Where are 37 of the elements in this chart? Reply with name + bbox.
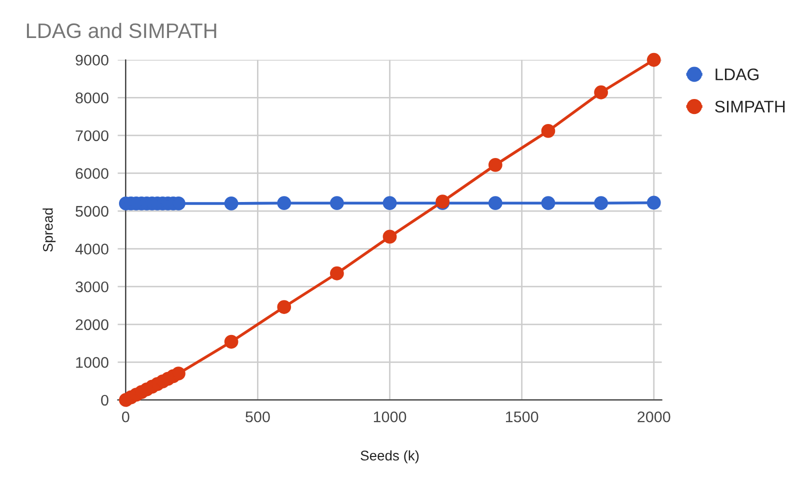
legend-label: LDAG	[716, 68, 758, 80]
point	[488, 158, 502, 172]
point	[382, 230, 397, 244]
x-tick-label: 0	[122, 411, 130, 422]
point	[594, 196, 608, 210]
point	[541, 196, 556, 210]
point	[541, 124, 556, 138]
legend-label: SIMPATH	[715, 100, 785, 113]
point	[646, 196, 661, 210]
y-axis-title: Spread	[42, 208, 56, 252]
y-tick-label: 8000	[76, 92, 108, 104]
y-tick-label: 3000	[76, 281, 108, 292]
point	[594, 85, 608, 100]
x-tick-label: 1500	[506, 411, 538, 422]
point	[330, 196, 344, 210]
y-tick-label: 9000	[76, 54, 108, 66]
point	[277, 300, 292, 314]
y-tick-label: 0	[101, 394, 108, 406]
chart-title: LDAG and SIMPATH	[26, 22, 216, 38]
point	[224, 196, 238, 210]
y-tick-label: 5000	[76, 206, 108, 217]
y-tick-label: 4000	[75, 244, 108, 254]
point	[277, 196, 292, 210]
y-tick-label: 7000	[76, 130, 108, 142]
x-tick-label: 1000	[374, 411, 406, 422]
point	[382, 196, 397, 210]
point	[488, 196, 502, 210]
x-axis-title: Seeds (k)	[360, 450, 419, 464]
y-tick-label: 2000	[76, 319, 108, 330]
point	[224, 334, 238, 349]
point	[172, 366, 186, 380]
point	[646, 52, 661, 67]
y-tick-label: 1000	[76, 357, 108, 368]
point	[330, 266, 344, 280]
y-tick-label: 6000	[76, 168, 108, 179]
x-tick-label: 500	[246, 411, 270, 422]
x-tick-label: 2000	[638, 411, 670, 422]
